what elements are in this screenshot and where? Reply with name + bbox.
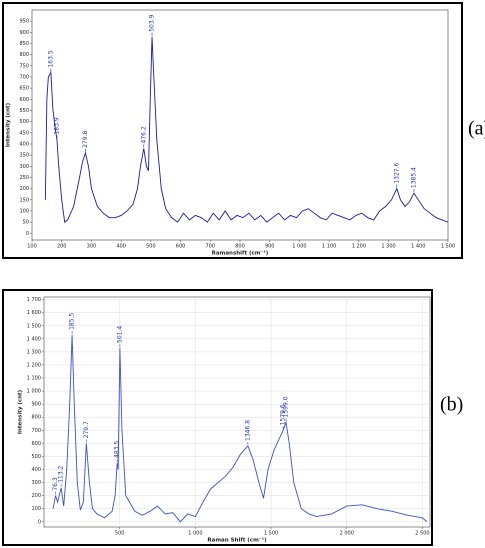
y-tick-label: 200 — [31, 493, 41, 499]
y-tick-label: 750 — [19, 63, 29, 69]
y-tick-label: 1 100 — [27, 376, 41, 382]
y-tick-label: 900 — [19, 30, 29, 36]
y-tick-label: 350 — [19, 153, 29, 159]
y-tick-label: 0 — [38, 519, 41, 525]
x-tick-label: 300 — [87, 244, 97, 250]
spectrum-line — [44, 36, 449, 223]
y-tick-label: 300 — [31, 480, 41, 486]
spectrum-line — [52, 334, 428, 523]
peak-label: 1385.4 — [410, 167, 417, 188]
peak-label: 113.2 — [58, 465, 65, 482]
peak-label: 1599.0 — [283, 396, 290, 417]
x-tick-label: 200 — [57, 244, 67, 250]
x-tick-label: 700 — [206, 244, 216, 250]
x-tick-label: 2 500 — [415, 531, 429, 537]
x-axis-label: Ramanshift (cm⁻¹) — [212, 250, 269, 257]
y-tick-label: 400 — [31, 467, 41, 473]
x-tick-label: 500 — [115, 531, 125, 537]
y-tick-label: 800 — [19, 52, 29, 58]
plot-area — [31, 9, 449, 241]
peak-label: 279.7 — [83, 421, 90, 438]
y-tick-label: 150 — [19, 197, 29, 203]
x-tick-label: 1 200 — [352, 244, 366, 250]
y-tick-label: 650 — [19, 86, 29, 92]
x-tick-label: 1 400 — [411, 244, 425, 250]
peak-label: 483.5 — [114, 441, 121, 458]
y-tick-label: 850 — [19, 41, 29, 47]
peak-label: 163.5 — [47, 50, 54, 67]
y-tick-label: 500 — [19, 119, 29, 125]
y-tick-label: 100 — [19, 208, 29, 214]
panel-frame — [2, 289, 433, 546]
x-tick-label: 600 — [176, 244, 186, 250]
y-tick-label: 0 — [26, 231, 29, 237]
peak-label: 279.8 — [82, 131, 89, 148]
x-tick-label: 1 100 — [322, 244, 336, 250]
y-tick-label: 400 — [19, 141, 29, 147]
y-tick-label: 1 000 — [27, 389, 41, 395]
x-tick-label: 2 000 — [340, 531, 354, 537]
panel-frame — [2, 2, 463, 259]
peak-label: 1579.6 — [280, 404, 287, 425]
peak-label: 476.2 — [140, 126, 147, 143]
y-tick-label: 500 — [31, 454, 41, 460]
y-tick-label: 450 — [19, 130, 29, 136]
y-tick-label: 1 500 — [27, 323, 41, 329]
x-tick-label: 1 000 — [292, 244, 306, 250]
y-tick-label: 300 — [19, 164, 29, 170]
x-axis-label: Raman Shift (cm⁻¹) — [207, 537, 267, 544]
panel-label: (b) — [440, 394, 463, 416]
y-tick-label: 700 — [19, 74, 29, 80]
x-tick-label: 100 — [27, 244, 37, 250]
peak-label: 503.9 — [149, 14, 156, 31]
y-tick-label: 600 — [31, 441, 41, 447]
x-tick-label: 400 — [116, 244, 126, 250]
peak-label: 1327.6 — [393, 162, 400, 183]
y-tick-label: 600 — [19, 97, 29, 103]
peak-label: 1346.8 — [244, 420, 251, 441]
peak-label: 183.9 — [53, 117, 60, 134]
y-tick-label: 900 — [31, 402, 41, 408]
y-tick-label: 700 — [31, 428, 41, 434]
y-tick-label: 1 700 — [27, 297, 41, 303]
x-tick-label: 800 — [235, 244, 245, 250]
y-tick-label: 1 600 — [27, 310, 41, 316]
x-tick-label: 1 500 — [264, 531, 278, 537]
y-tick-label: 1 400 — [27, 336, 41, 342]
y-tick-label: 1 300 — [27, 349, 41, 355]
y-tick-label: 1 200 — [27, 362, 41, 368]
panel-label: (a) — [468, 118, 485, 140]
y-tick-label: 800 — [31, 415, 41, 421]
x-tick-label: 900 — [265, 244, 275, 250]
y-axis-label: Intensity (cnt) — [18, 389, 24, 434]
plot-area — [43, 296, 431, 528]
x-tick-label: 500 — [146, 244, 156, 250]
x-tick-label: 1 300 — [381, 244, 395, 250]
y-tick-label: 550 — [19, 108, 29, 114]
y-tick-label: 950 — [19, 19, 29, 25]
y-tick-label: 200 — [19, 186, 29, 192]
y-tick-label: 100 — [31, 506, 41, 512]
y-tick-label: 250 — [19, 175, 29, 181]
peak-label: 185.5 — [69, 313, 76, 330]
peak-label: 501.4 — [116, 326, 123, 343]
peak-label: 76.3 — [52, 477, 59, 491]
x-tick-label: 1 000 — [188, 531, 202, 537]
x-tick-label: 1 500 — [441, 244, 455, 250]
y-axis-label: Intensity (cnt) — [6, 102, 12, 147]
y-tick-label: 50 — [23, 220, 29, 226]
